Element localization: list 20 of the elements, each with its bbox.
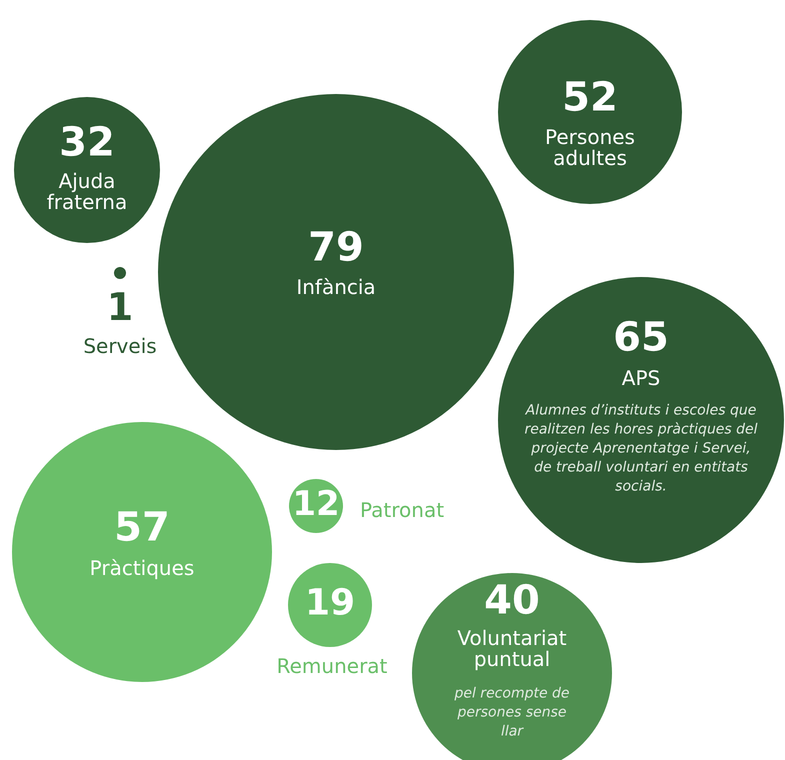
category-label: Patronat bbox=[360, 498, 444, 522]
data-label: 65 bbox=[613, 314, 669, 360]
category-label: APS bbox=[622, 366, 660, 390]
data-label: 57 bbox=[114, 504, 170, 550]
category-label: Infància bbox=[296, 275, 376, 300]
category-label: Remunerat bbox=[276, 654, 388, 678]
data-label: 52 bbox=[562, 74, 618, 120]
category-label: Persones adultes bbox=[545, 125, 635, 170]
category-label: Serveis bbox=[83, 334, 157, 358]
category-label: Voluntariat puntual bbox=[457, 626, 567, 672]
text: pel recompte de persones sense llar bbox=[453, 686, 570, 740]
data-label: 12 bbox=[292, 484, 340, 524]
text: Alumnes d’instituts i escoles que realitzen les hores pràctiques del projecte Aprenentatge i Servei, de treball voluntari en entitats socials. bbox=[524, 402, 758, 495]
category-label: Ajuda fraterna bbox=[46, 169, 128, 214]
data-label: 1 bbox=[106, 284, 134, 329]
data-label: 19 bbox=[304, 582, 356, 624]
data-label: 32 bbox=[59, 119, 115, 166]
data-label: 79 bbox=[308, 224, 364, 270]
category-label: Pràctiques bbox=[90, 556, 194, 580]
data-label: 40 bbox=[484, 577, 540, 624]
